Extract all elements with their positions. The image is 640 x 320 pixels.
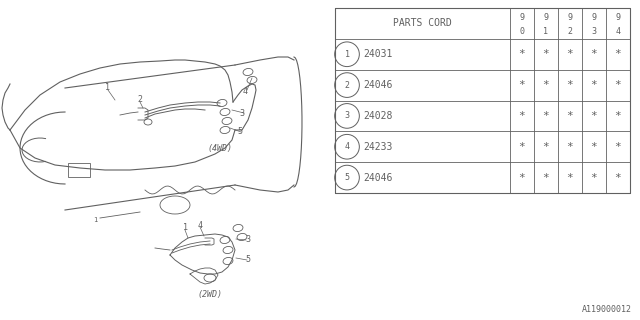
Text: 9: 9 (568, 13, 573, 22)
Text: 24046: 24046 (363, 172, 392, 183)
Text: *: * (614, 80, 621, 90)
Text: *: * (614, 142, 621, 152)
Text: 4: 4 (616, 27, 621, 36)
Text: 4: 4 (243, 87, 248, 97)
Text: *: * (543, 111, 549, 121)
Text: 5: 5 (344, 173, 349, 182)
Text: 2: 2 (138, 95, 143, 105)
Text: *: * (518, 142, 525, 152)
Text: 2: 2 (344, 81, 349, 90)
Text: 9: 9 (543, 13, 548, 22)
Text: *: * (614, 111, 621, 121)
Text: *: * (591, 80, 597, 90)
Text: PARTS CORD: PARTS CORD (393, 19, 452, 28)
Text: *: * (518, 80, 525, 90)
Text: *: * (518, 111, 525, 121)
Bar (335, 8, 630, 193)
Text: *: * (591, 172, 597, 183)
Text: (4WD): (4WD) (207, 143, 232, 153)
Text: (2WD): (2WD) (198, 290, 223, 299)
Text: 1: 1 (344, 50, 349, 59)
Text: 9: 9 (616, 13, 621, 22)
Text: 1: 1 (182, 223, 188, 233)
Text: 4: 4 (198, 220, 202, 229)
Text: *: * (518, 49, 525, 59)
Text: *: * (614, 49, 621, 59)
Text: 5: 5 (237, 127, 243, 137)
Text: 1: 1 (93, 217, 97, 223)
Text: 4: 4 (344, 142, 349, 151)
Text: *: * (591, 111, 597, 121)
Text: *: * (591, 49, 597, 59)
Text: *: * (543, 80, 549, 90)
Text: *: * (614, 172, 621, 183)
Text: 0: 0 (520, 27, 525, 36)
Text: *: * (566, 142, 573, 152)
Text: 3: 3 (246, 236, 250, 244)
Text: 24031: 24031 (363, 49, 392, 59)
Text: 3: 3 (591, 27, 596, 36)
Text: *: * (543, 172, 549, 183)
Text: 24028: 24028 (363, 111, 392, 121)
Text: A119000012: A119000012 (582, 305, 632, 314)
Text: 3: 3 (239, 108, 244, 117)
Text: *: * (566, 49, 573, 59)
Text: 9: 9 (520, 13, 525, 22)
Text: *: * (591, 142, 597, 152)
Text: 3: 3 (344, 111, 349, 120)
Text: 24046: 24046 (363, 80, 392, 90)
Text: 5: 5 (246, 255, 250, 265)
Text: *: * (566, 172, 573, 183)
Text: *: * (518, 172, 525, 183)
Text: 24233: 24233 (363, 142, 392, 152)
Text: *: * (566, 80, 573, 90)
Text: 1: 1 (543, 27, 548, 36)
Text: *: * (543, 49, 549, 59)
Text: *: * (543, 142, 549, 152)
Text: 1: 1 (106, 84, 111, 92)
Text: *: * (566, 111, 573, 121)
Text: 9: 9 (591, 13, 596, 22)
Text: 2: 2 (568, 27, 573, 36)
Bar (68, 163, 90, 177)
